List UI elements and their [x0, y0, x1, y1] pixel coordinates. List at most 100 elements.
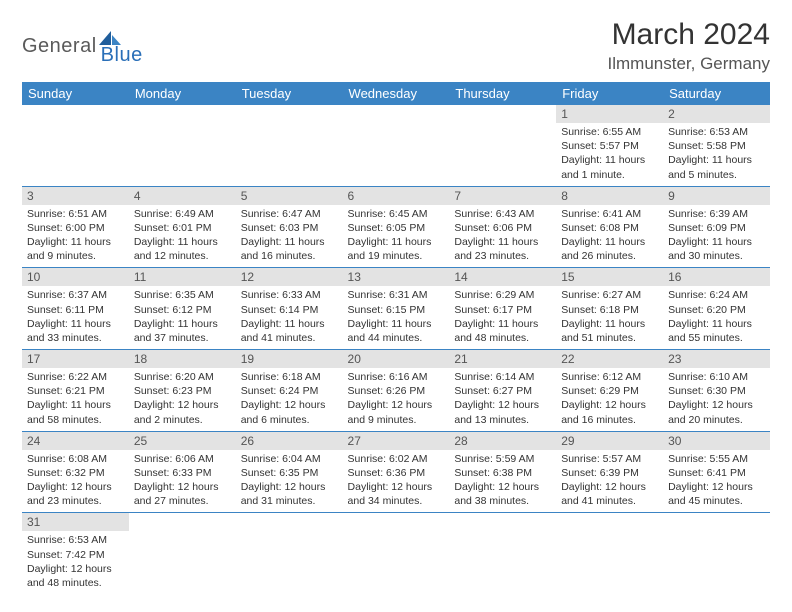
day-details: Sunrise: 6:45 AMSunset: 6:05 PMDaylight:…	[343, 205, 450, 268]
daylight-text: Daylight: 11 hours and 9 minutes.	[27, 235, 124, 263]
day-details: Sunrise: 6:16 AMSunset: 6:26 PMDaylight:…	[343, 368, 450, 431]
calendar-cell: 12Sunrise: 6:33 AMSunset: 6:14 PMDayligh…	[236, 268, 343, 350]
day-number: 27	[343, 432, 450, 450]
day-details: Sunrise: 6:27 AMSunset: 6:18 PMDaylight:…	[556, 286, 663, 349]
calendar-cell	[129, 105, 236, 186]
calendar-cell: 13Sunrise: 6:31 AMSunset: 6:15 PMDayligh…	[343, 268, 450, 350]
day-number: 15	[556, 268, 663, 286]
sunset-text: Sunset: 6:00 PM	[27, 221, 124, 235]
calendar-cell	[556, 513, 663, 594]
day-number: 10	[22, 268, 129, 286]
sunrise-text: Sunrise: 6:43 AM	[454, 207, 551, 221]
daylight-text: Daylight: 11 hours and 44 minutes.	[348, 317, 445, 345]
calendar-cell: 8Sunrise: 6:41 AMSunset: 6:08 PMDaylight…	[556, 186, 663, 268]
sunrise-text: Sunrise: 6:16 AM	[348, 370, 445, 384]
calendar-cell: 23Sunrise: 6:10 AMSunset: 6:30 PMDayligh…	[663, 350, 770, 432]
calendar-row: 1Sunrise: 6:55 AMSunset: 5:57 PMDaylight…	[22, 105, 770, 186]
sunset-text: Sunset: 6:29 PM	[561, 384, 658, 398]
day-details: Sunrise: 6:02 AMSunset: 6:36 PMDaylight:…	[343, 450, 450, 513]
calendar-cell: 6Sunrise: 6:45 AMSunset: 6:05 PMDaylight…	[343, 186, 450, 268]
day-number: 19	[236, 350, 343, 368]
calendar-cell: 28Sunrise: 5:59 AMSunset: 6:38 PMDayligh…	[449, 431, 556, 513]
day-details: Sunrise: 6:37 AMSunset: 6:11 PMDaylight:…	[22, 286, 129, 349]
sunset-text: Sunset: 6:32 PM	[27, 466, 124, 480]
sunrise-text: Sunrise: 6:29 AM	[454, 288, 551, 302]
day-number: 4	[129, 187, 236, 205]
calendar-cell: 25Sunrise: 6:06 AMSunset: 6:33 PMDayligh…	[129, 431, 236, 513]
sunset-text: Sunset: 7:42 PM	[27, 548, 124, 562]
daylight-text: Daylight: 12 hours and 9 minutes.	[348, 398, 445, 426]
sunset-text: Sunset: 6:39 PM	[561, 466, 658, 480]
calendar-body: 1Sunrise: 6:55 AMSunset: 5:57 PMDaylight…	[22, 105, 770, 594]
daylight-text: Daylight: 11 hours and 16 minutes.	[241, 235, 338, 263]
daylight-text: Daylight: 12 hours and 2 minutes.	[134, 398, 231, 426]
sunset-text: Sunset: 6:03 PM	[241, 221, 338, 235]
daylight-text: Daylight: 11 hours and 37 minutes.	[134, 317, 231, 345]
day-number: 8	[556, 187, 663, 205]
sunset-text: Sunset: 6:12 PM	[134, 303, 231, 317]
daylight-text: Daylight: 11 hours and 48 minutes.	[454, 317, 551, 345]
calendar-cell: 9Sunrise: 6:39 AMSunset: 6:09 PMDaylight…	[663, 186, 770, 268]
weekday-header: Sunday	[22, 82, 129, 105]
day-details: Sunrise: 6:04 AMSunset: 6:35 PMDaylight:…	[236, 450, 343, 513]
day-details: Sunrise: 6:18 AMSunset: 6:24 PMDaylight:…	[236, 368, 343, 431]
day-number: 30	[663, 432, 770, 450]
day-details: Sunrise: 6:24 AMSunset: 6:20 PMDaylight:…	[663, 286, 770, 349]
sunset-text: Sunset: 6:15 PM	[348, 303, 445, 317]
day-number: 23	[663, 350, 770, 368]
sunset-text: Sunset: 6:26 PM	[348, 384, 445, 398]
header: General Blue March 2024 Ilmmunster, Germ…	[22, 18, 770, 74]
calendar-cell: 5Sunrise: 6:47 AMSunset: 6:03 PMDaylight…	[236, 186, 343, 268]
sunrise-text: Sunrise: 6:39 AM	[668, 207, 765, 221]
sunset-text: Sunset: 6:18 PM	[561, 303, 658, 317]
calendar-cell: 7Sunrise: 6:43 AMSunset: 6:06 PMDaylight…	[449, 186, 556, 268]
sunrise-text: Sunrise: 6:49 AM	[134, 207, 231, 221]
day-number: 21	[449, 350, 556, 368]
day-details: Sunrise: 5:55 AMSunset: 6:41 PMDaylight:…	[663, 450, 770, 513]
calendar-cell	[129, 513, 236, 594]
sunset-text: Sunset: 6:21 PM	[27, 384, 124, 398]
day-number: 17	[22, 350, 129, 368]
sunset-text: Sunset: 6:36 PM	[348, 466, 445, 480]
calendar-table: Sunday Monday Tuesday Wednesday Thursday…	[22, 82, 770, 594]
day-number: 2	[663, 105, 770, 123]
daylight-text: Daylight: 12 hours and 16 minutes.	[561, 398, 658, 426]
calendar-cell: 15Sunrise: 6:27 AMSunset: 6:18 PMDayligh…	[556, 268, 663, 350]
calendar-row: 3Sunrise: 6:51 AMSunset: 6:00 PMDaylight…	[22, 186, 770, 268]
daylight-text: Daylight: 12 hours and 23 minutes.	[27, 480, 124, 508]
sunset-text: Sunset: 6:38 PM	[454, 466, 551, 480]
sunrise-text: Sunrise: 6:18 AM	[241, 370, 338, 384]
sunrise-text: Sunrise: 6:41 AM	[561, 207, 658, 221]
sunrise-text: Sunrise: 6:33 AM	[241, 288, 338, 302]
day-number: 11	[129, 268, 236, 286]
sunrise-text: Sunrise: 6:35 AM	[134, 288, 231, 302]
sunset-text: Sunset: 6:09 PM	[668, 221, 765, 235]
sunset-text: Sunset: 6:01 PM	[134, 221, 231, 235]
weekday-header-row: Sunday Monday Tuesday Wednesday Thursday…	[22, 82, 770, 105]
sunset-text: Sunset: 6:24 PM	[241, 384, 338, 398]
day-number: 20	[343, 350, 450, 368]
weekday-header: Saturday	[663, 82, 770, 105]
daylight-text: Daylight: 11 hours and 19 minutes.	[348, 235, 445, 263]
calendar-cell: 24Sunrise: 6:08 AMSunset: 6:32 PMDayligh…	[22, 431, 129, 513]
day-details: Sunrise: 6:53 AMSunset: 5:58 PMDaylight:…	[663, 123, 770, 186]
sunrise-text: Sunrise: 6:27 AM	[561, 288, 658, 302]
day-number: 26	[236, 432, 343, 450]
calendar-cell	[449, 513, 556, 594]
day-number: 18	[129, 350, 236, 368]
calendar-cell	[343, 513, 450, 594]
day-details: Sunrise: 6:53 AMSunset: 7:42 PMDaylight:…	[22, 531, 129, 594]
day-number: 13	[343, 268, 450, 286]
sunset-text: Sunset: 6:08 PM	[561, 221, 658, 235]
sunset-text: Sunset: 6:23 PM	[134, 384, 231, 398]
sunset-text: Sunset: 6:20 PM	[668, 303, 765, 317]
calendar-cell: 27Sunrise: 6:02 AMSunset: 6:36 PMDayligh…	[343, 431, 450, 513]
daylight-text: Daylight: 11 hours and 1 minute.	[561, 153, 658, 181]
sunrise-text: Sunrise: 6:14 AM	[454, 370, 551, 384]
daylight-text: Daylight: 12 hours and 45 minutes.	[668, 480, 765, 508]
sunset-text: Sunset: 6:06 PM	[454, 221, 551, 235]
daylight-text: Daylight: 12 hours and 48 minutes.	[27, 562, 124, 590]
sunset-text: Sunset: 6:35 PM	[241, 466, 338, 480]
logo-text-general: General	[22, 35, 97, 58]
day-details: Sunrise: 6:47 AMSunset: 6:03 PMDaylight:…	[236, 205, 343, 268]
